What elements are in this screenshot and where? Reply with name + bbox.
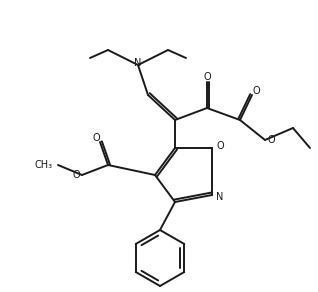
Text: O: O (72, 170, 80, 180)
Text: CH₃: CH₃ (35, 160, 53, 170)
Text: N: N (134, 58, 142, 68)
Text: N: N (216, 192, 224, 202)
Text: O: O (92, 133, 100, 143)
Text: O: O (203, 72, 211, 82)
Text: O: O (252, 86, 260, 96)
Text: O: O (267, 135, 275, 145)
Text: O: O (216, 141, 224, 151)
